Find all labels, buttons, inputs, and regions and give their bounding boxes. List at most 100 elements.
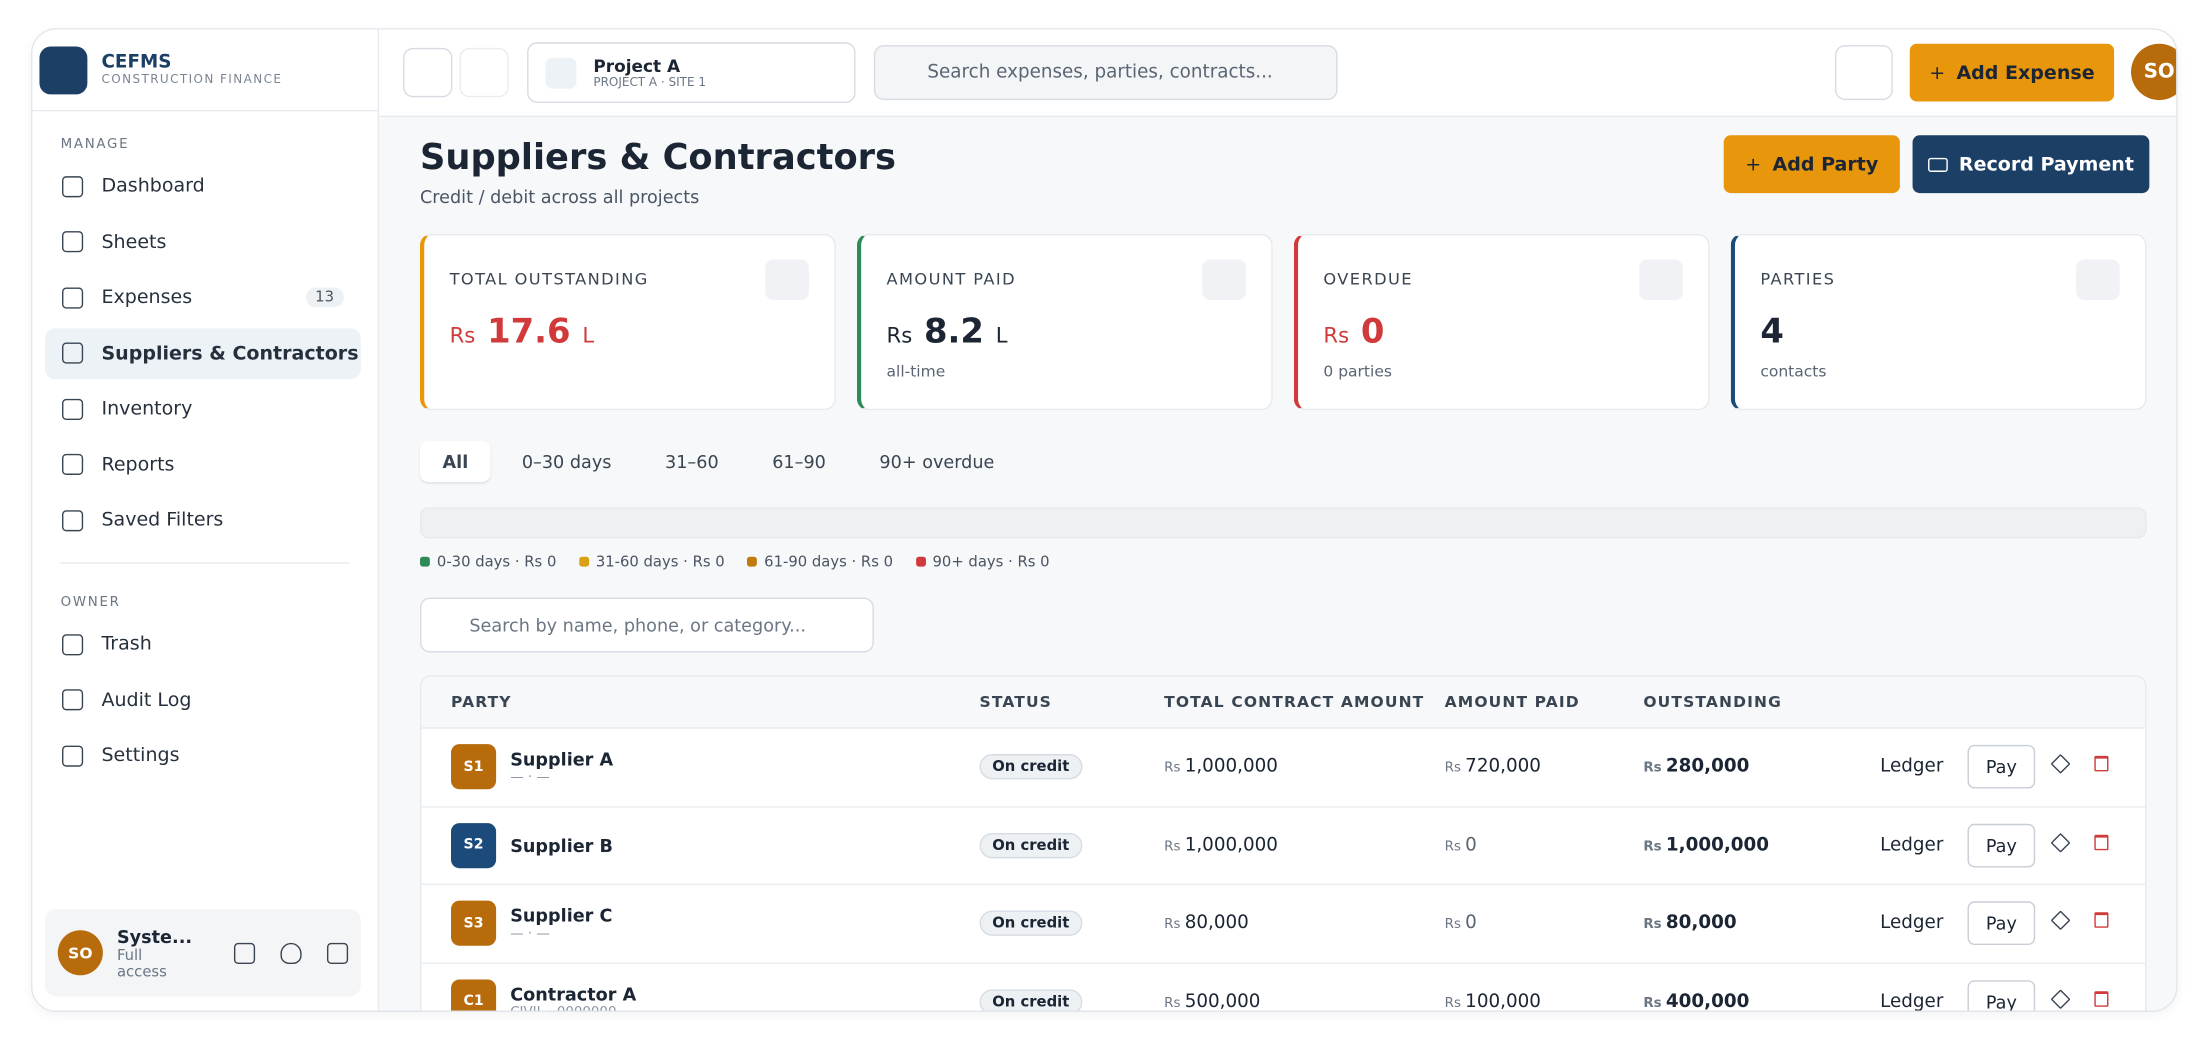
paid-amount: 100,000 bbox=[1465, 991, 1541, 1012]
tab[interactable]: 90+ overdue bbox=[879, 451, 995, 473]
total-amount: 500,000 bbox=[1184, 991, 1261, 1012]
status-pill: On credit bbox=[979, 832, 1083, 858]
nav-item[interactable]: Dashboard bbox=[45, 161, 361, 212]
currency: Rs bbox=[1444, 838, 1461, 855]
legend-label: 90+ days · Rs 0 bbox=[932, 553, 1050, 571]
plus: + bbox=[1745, 152, 1762, 176]
legend-dot bbox=[915, 556, 926, 567]
shield-icon[interactable] bbox=[280, 942, 303, 964]
delete-icon[interactable] bbox=[2094, 990, 2109, 1007]
nav-item[interactable]: Suppliers & Contractors bbox=[45, 327, 361, 379]
table-row: S2 Supplier B On credit Rs 1,000,000 Rs 0 Rs 1,0… bbox=[421, 807, 2146, 886]
user-box[interactable]: SO Syste... Full access bbox=[45, 909, 361, 997]
notifications-button[interactable] bbox=[1835, 45, 1893, 101]
tab[interactable]: All bbox=[420, 441, 491, 483]
outstanding-cell: Rs 80,000 bbox=[1643, 913, 1736, 934]
paid-amount: 0 bbox=[1465, 834, 1477, 856]
currency: Rs bbox=[1164, 760, 1181, 777]
nav-item[interactable]: Inventory bbox=[45, 383, 361, 434]
project-name: Project A bbox=[593, 55, 681, 76]
stat-value: Rs 17.6 L bbox=[450, 311, 809, 350]
stat-label: PARTIES bbox=[1760, 269, 1836, 289]
nav-label: Audit Log bbox=[101, 688, 192, 712]
aging-bar bbox=[420, 507, 2147, 539]
nav-label: Settings bbox=[101, 744, 180, 767]
delete-icon[interactable] bbox=[2094, 912, 2109, 929]
edit-icon[interactable] bbox=[2050, 988, 2071, 1009]
edit-icon[interactable] bbox=[2050, 754, 2071, 775]
project-select[interactable]: Project A PROJECT A · SITE 1 bbox=[527, 42, 856, 103]
tab[interactable]: 31–60 bbox=[665, 451, 719, 473]
pay-button[interactable]: Pay bbox=[1967, 979, 2036, 1011]
stat-value: 4 bbox=[1760, 311, 2119, 350]
nav-item[interactable]: Reports bbox=[45, 439, 361, 490]
tab[interactable]: 0–30 days bbox=[521, 451, 612, 473]
nav-label: Expenses bbox=[101, 286, 193, 309]
pay-button[interactable]: Pay bbox=[1967, 823, 2036, 868]
legend-label: 0-30 days · Rs 0 bbox=[436, 553, 557, 571]
edit-icon[interactable] bbox=[2050, 910, 2071, 931]
table-row: S1 Supplier A — · — On credit Rs 1,000,000 Rs 7… bbox=[421, 729, 2146, 807]
lock-icon[interactable] bbox=[234, 942, 256, 964]
nav-item[interactable]: Settings bbox=[45, 730, 361, 781]
stat-number: 4 bbox=[1760, 311, 1784, 351]
tab[interactable]: 61–90 bbox=[772, 451, 826, 473]
stat-note: 0 parties bbox=[1323, 362, 1392, 381]
paid-cell: Rs 100,000 bbox=[1445, 991, 1541, 1012]
party-cell: Supplier B bbox=[510, 835, 613, 856]
outstanding-cell: Rs 400,000 bbox=[1643, 991, 1749, 1010]
global-search[interactable]: Search expenses, parties, contracts... bbox=[873, 45, 1338, 101]
nav-item[interactable]: Sheets bbox=[45, 216, 361, 267]
nav-icon bbox=[62, 175, 84, 197]
stat-number: 17.6 bbox=[487, 311, 571, 351]
legend-label: 31-60 days · Rs 0 bbox=[595, 553, 725, 571]
edit-icon[interactable] bbox=[2050, 832, 2071, 853]
project-icon bbox=[545, 57, 577, 89]
record-payment-button[interactable]: Record Payment bbox=[1912, 135, 2150, 194]
section-label: OWNER bbox=[60, 594, 121, 611]
content: Suppliers & Contractors Credit / debit a… bbox=[379, 117, 2176, 1011]
ledger-link[interactable]: Ledger bbox=[1880, 756, 1944, 778]
stat-label: TOTAL OUTSTANDING bbox=[449, 269, 649, 289]
add-expense-label: Add Expense bbox=[1956, 61, 2095, 84]
legend-item: 61-90 days · Rs 0 bbox=[747, 554, 893, 571]
delete-icon[interactable] bbox=[2094, 834, 2109, 850]
delete-icon[interactable] bbox=[2094, 756, 2109, 772]
logo bbox=[39, 45, 88, 94]
stat-label: OVERDUE bbox=[1323, 269, 1413, 289]
stat-value: Rs 8.2 L bbox=[887, 311, 1246, 350]
column-header: AMOUNT PAID bbox=[1444, 692, 1580, 712]
nav-item[interactable]: Trash bbox=[45, 619, 361, 670]
stat-prefix: Rs bbox=[886, 322, 913, 349]
paid-cell: Rs 0 bbox=[1445, 913, 1477, 934]
outstanding-cell: Rs 1,000,000 bbox=[1643, 835, 1769, 856]
nav-item[interactable]: Saved Filters bbox=[45, 495, 361, 546]
pay-button[interactable]: Pay bbox=[1967, 745, 2036, 789]
column-header: OUTSTANDING bbox=[1643, 692, 1782, 712]
back-button[interactable] bbox=[403, 47, 453, 98]
currency: Rs bbox=[1643, 838, 1662, 855]
topbar-avatar[interactable]: SO bbox=[2131, 43, 2177, 101]
party-search[interactable]: Search by name, phone, or category... bbox=[420, 597, 874, 653]
table-header: PARTY STATUS TOTAL CONTRACT AMOUNT AMOUNT P… bbox=[421, 676, 2146, 729]
logout-icon[interactable] bbox=[327, 942, 349, 964]
ledger-link[interactable]: Ledger bbox=[1880, 834, 1944, 856]
nav-item[interactable]: Expenses 13 bbox=[45, 272, 361, 323]
legend-item: 90+ days · Rs 0 bbox=[915, 553, 1050, 571]
forward-button[interactable] bbox=[459, 47, 509, 98]
add-party-button[interactable]: + Add Party bbox=[1723, 135, 1900, 194]
party-cell: Supplier A — · — bbox=[510, 749, 613, 786]
nav-label: Suppliers & Contractors bbox=[101, 341, 359, 365]
ledger-link[interactable]: Ledger bbox=[1880, 991, 1944, 1012]
pay-button[interactable]: Pay bbox=[1967, 901, 2036, 946]
nav-item[interactable]: Audit Log bbox=[45, 674, 361, 725]
nav-badge: 13 bbox=[305, 287, 344, 308]
legend-item: 31-60 days · Rs 0 bbox=[578, 553, 725, 571]
ledger-link[interactable]: Ledger bbox=[1880, 912, 1944, 935]
nav-label: Sheets bbox=[101, 230, 167, 253]
user-name: Syste... bbox=[116, 925, 193, 947]
add-expense-button[interactable]: + Add Expense bbox=[1909, 43, 2115, 102]
currency: Rs bbox=[1444, 917, 1461, 933]
